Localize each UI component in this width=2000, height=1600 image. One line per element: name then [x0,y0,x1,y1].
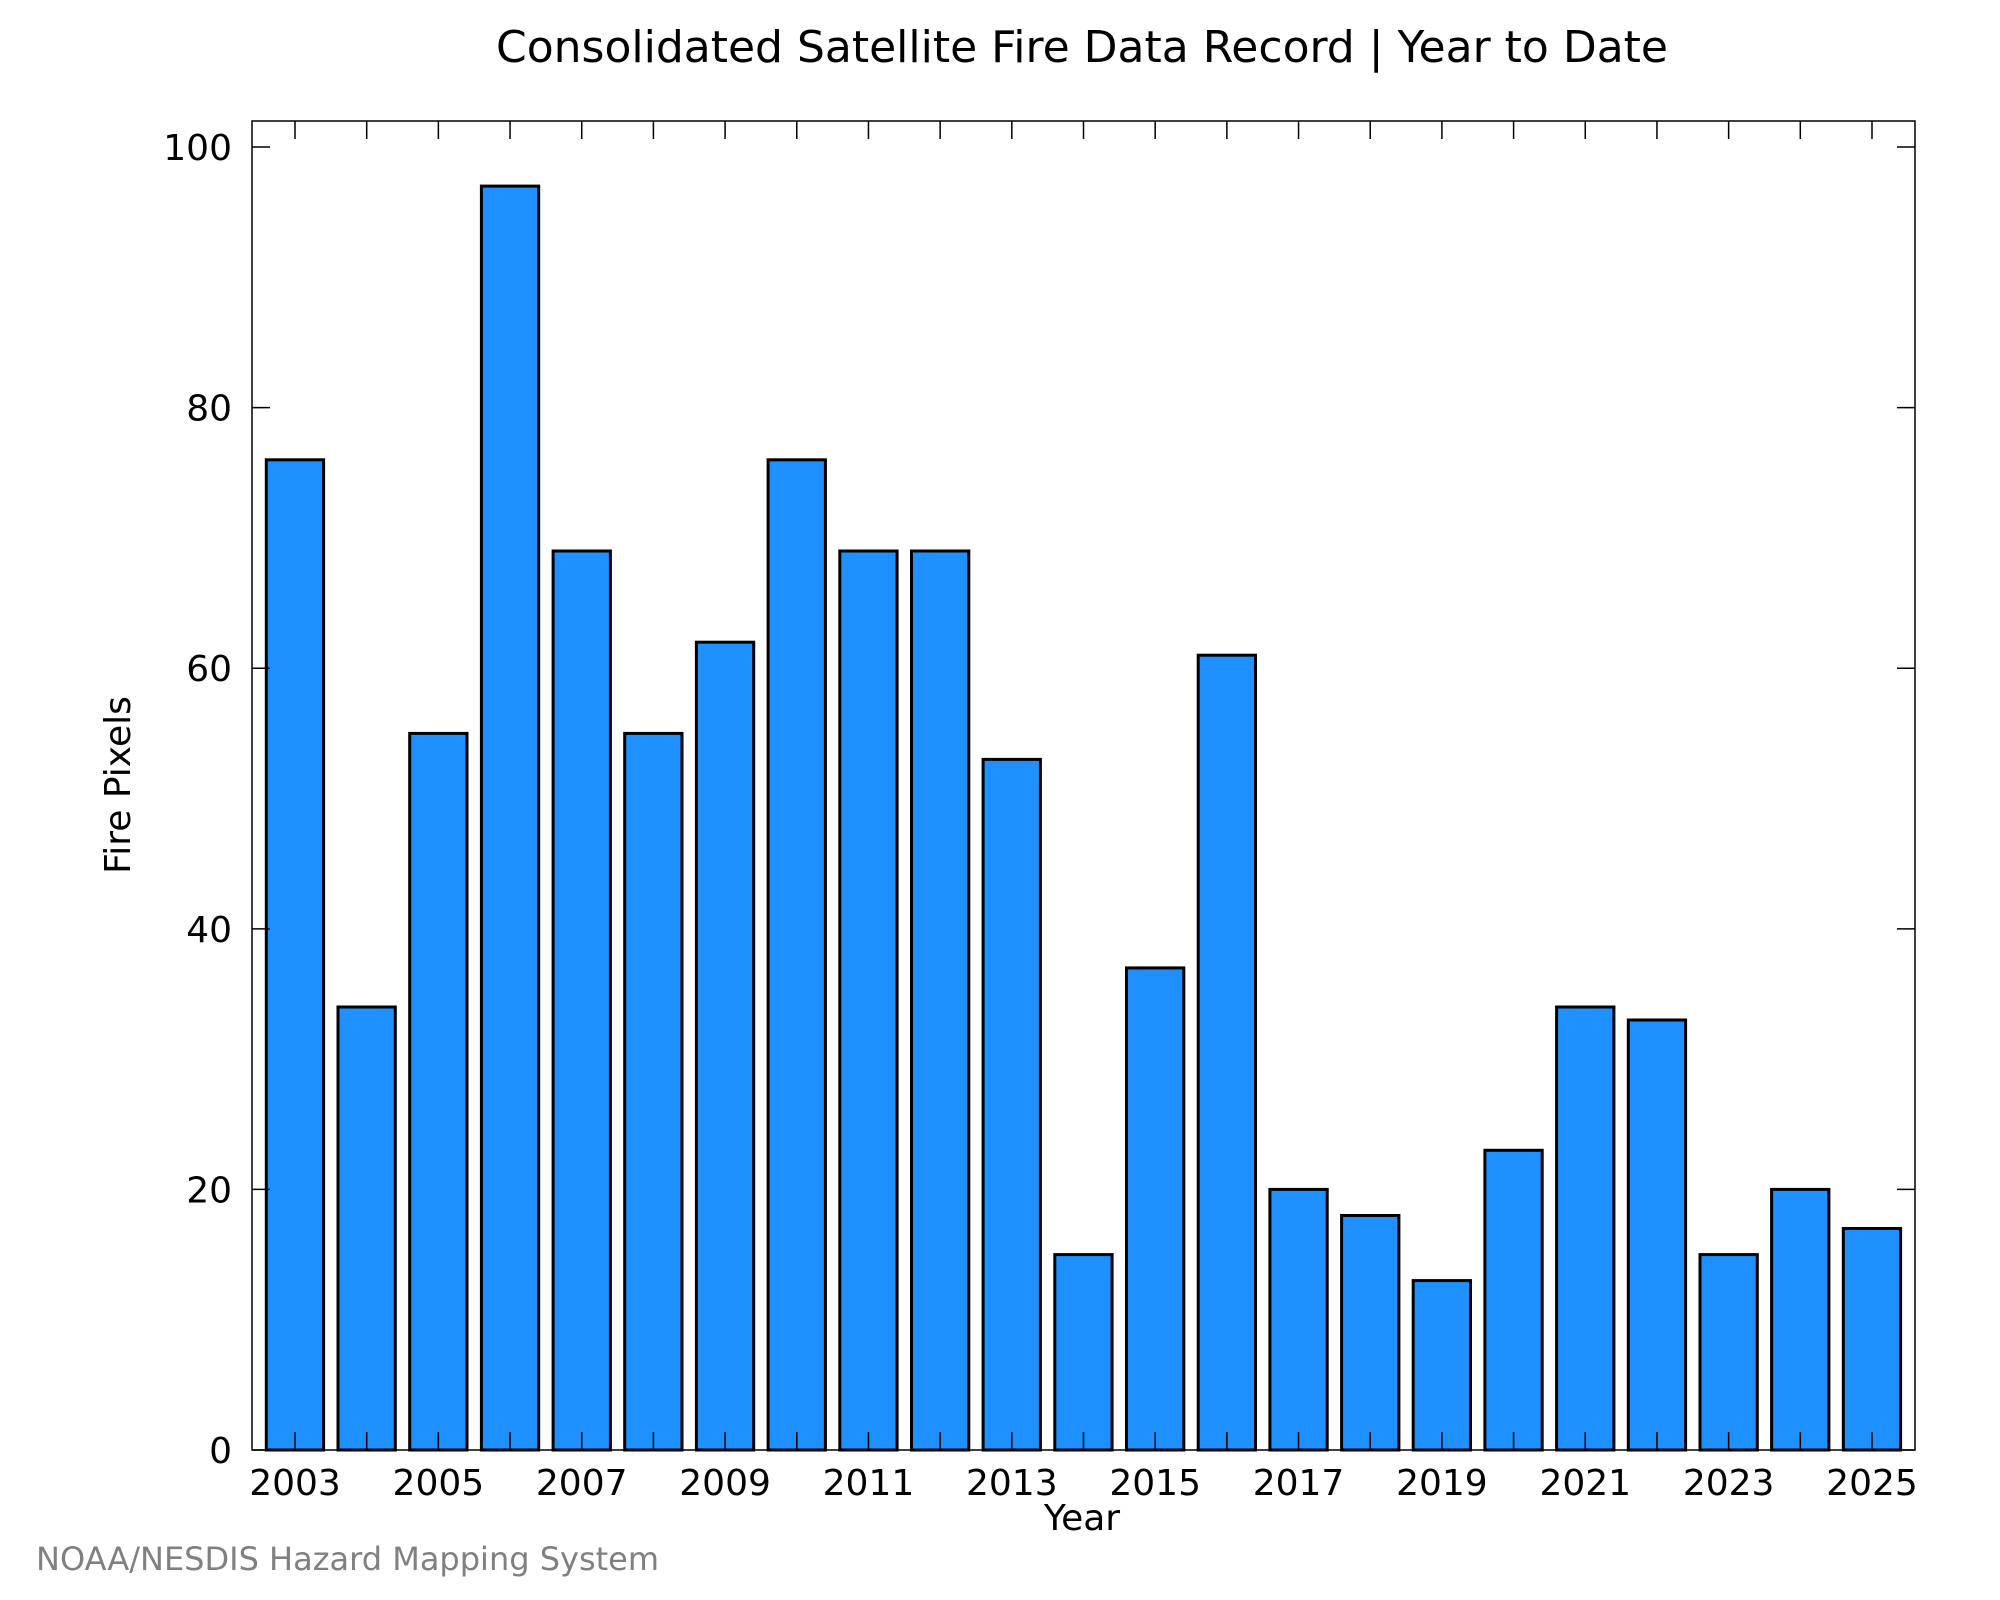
bar-2018 [1340,1214,1401,1452]
bar-2015 [1125,966,1186,1452]
bar-2014 [1053,1253,1114,1452]
bar-2005 [408,731,469,1452]
chart-title: Consolidated Satellite Fire Data Record … [496,22,1668,73]
bar-2013 [981,757,1042,1452]
x-tick-label: 2007 [536,1463,628,1504]
bar-2019 [1411,1279,1472,1452]
bar-2011 [838,549,899,1452]
bar-2016 [1196,653,1257,1452]
bar-2021 [1555,1005,1616,1452]
x-tick-label: 2015 [1109,1463,1201,1504]
y-tick-label: 0 [209,1431,232,1472]
x-tick-label: 2009 [679,1463,771,1504]
x-tick-label: 2003 [249,1463,341,1504]
bar-2025 [1841,1227,1903,1452]
bar-2010 [766,458,827,1452]
x-axis-label: Year [1043,1498,1120,1539]
bar-2012 [910,549,971,1452]
x-tick-label: 2013 [966,1463,1058,1504]
bar-2022 [1626,1018,1688,1452]
y-tick-label: 80 [186,389,232,430]
bar-2024 [1770,1187,1831,1452]
x-tick-label: 2011 [823,1463,915,1504]
source-credit: NOAA/NESDIS Hazard Mapping System [36,1540,660,1578]
x-tick-label: 2025 [1826,1463,1918,1504]
y-tick-label: 40 [186,910,232,951]
bar-2006 [479,184,541,1452]
bar-2020 [1483,1148,1544,1452]
x-tick-label: 2019 [1396,1463,1488,1504]
y-axis-label: Fire Pixels [98,696,139,874]
bar-2023 [1698,1253,1759,1452]
y-tick-label: 20 [186,1170,232,1211]
bar-2007 [551,549,612,1452]
x-tick-label: 2005 [393,1463,485,1504]
y-tick-label: 60 [186,649,232,690]
bar-2008 [623,731,684,1452]
bars-group [264,184,1903,1452]
x-tick-label: 2023 [1683,1463,1775,1504]
bar-2009 [694,640,756,1452]
bar-2003 [264,458,326,1452]
x-tick-label: 2017 [1253,1463,1345,1504]
y-tick-label: 100 [163,128,232,169]
bar-2017 [1268,1187,1329,1452]
x-tick-label: 2021 [1539,1463,1631,1504]
bar-2004 [336,1005,397,1452]
axes-group: 0 20 40 60 80 100 2003 2005 2007 2009 2011 2013 2015… [163,120,1918,1504]
